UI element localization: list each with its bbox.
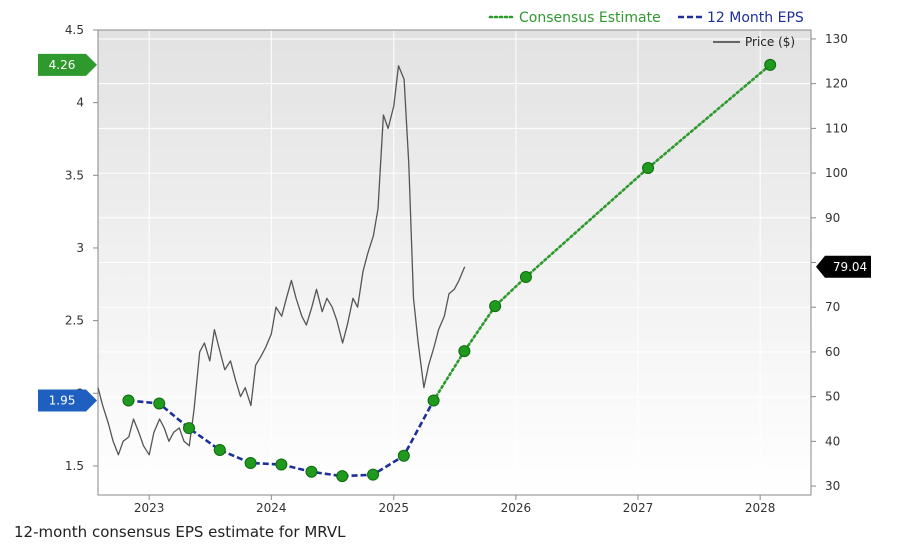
left-tick-label: 3 <box>76 241 84 255</box>
value-flag-shape <box>38 53 97 76</box>
value-flag-label: 79.04 <box>833 260 867 274</box>
value-flag-label: 4.26 <box>49 58 76 72</box>
right-tick-label: 100 <box>825 166 848 180</box>
price-line <box>97 65 466 456</box>
estimate-point <box>458 345 471 358</box>
eps-point <box>367 468 380 481</box>
eps-point <box>275 458 288 471</box>
left-y-axis: 1.522.533.544.5 <box>65 23 98 473</box>
series-layer <box>97 58 777 483</box>
legend-label: Consensus Estimate <box>519 10 661 26</box>
left-tick-label: 4 <box>76 96 84 110</box>
value-flag-shape <box>38 389 97 412</box>
legend-label: Price ($) <box>745 35 795 49</box>
estimate-point <box>519 271 532 284</box>
value-flag-shape <box>816 255 871 278</box>
value-flags: 4.26 1.95 79.04 <box>38 53 871 412</box>
estimate-point <box>642 162 655 175</box>
eps-point <box>244 457 257 470</box>
x-axis: 2023 2024 2025 2026 2027 2028 <box>134 495 775 515</box>
right-y-axis: 30405060708090100110120130 <box>811 32 848 493</box>
eps-point <box>153 397 166 410</box>
x-tick-label: 2024 <box>256 501 287 515</box>
left-tick-label: 4.5 <box>65 23 84 37</box>
eps-point <box>183 422 196 435</box>
eps-point <box>397 449 410 462</box>
right-tick-label: 130 <box>825 32 848 46</box>
left-tick-label: 1.5 <box>65 459 84 473</box>
right-tick-label: 60 <box>825 345 840 359</box>
right-tick-label: 120 <box>825 77 848 91</box>
x-tick-label: 2023 <box>134 501 165 515</box>
legend: Consensus Estimate 12 Month EPS Price ($) <box>488 10 804 49</box>
right-tick-label: 40 <box>825 434 840 448</box>
right-tick-label: 30 <box>825 479 840 493</box>
consensus-estimate-line <box>432 63 772 402</box>
left-tick-label: 2.5 <box>65 314 84 328</box>
left-tick-label: 3.5 <box>65 168 84 182</box>
right-tick-label: 70 <box>825 300 840 314</box>
eps-point <box>427 394 440 407</box>
x-tick-label: 2027 <box>623 501 654 515</box>
eps-point <box>213 443 226 456</box>
chart-caption: 12-month consensus EPS estimate for MRVL <box>14 523 346 541</box>
x-tick-label: 2028 <box>745 501 776 515</box>
eps-point <box>336 470 349 483</box>
right-tick-label: 90 <box>825 211 840 225</box>
x-tick-label: 2025 <box>378 501 409 515</box>
right-tick-label: 110 <box>825 121 848 135</box>
eps-point <box>122 394 135 407</box>
estimate-point <box>764 58 777 71</box>
estimate-point <box>489 300 502 313</box>
value-flag-label: 1.95 <box>49 394 76 408</box>
x-tick-label: 2026 <box>501 501 532 515</box>
eps-point <box>305 465 318 478</box>
legend-label: 12 Month EPS <box>707 10 804 26</box>
right-tick-label: 50 <box>825 390 840 404</box>
